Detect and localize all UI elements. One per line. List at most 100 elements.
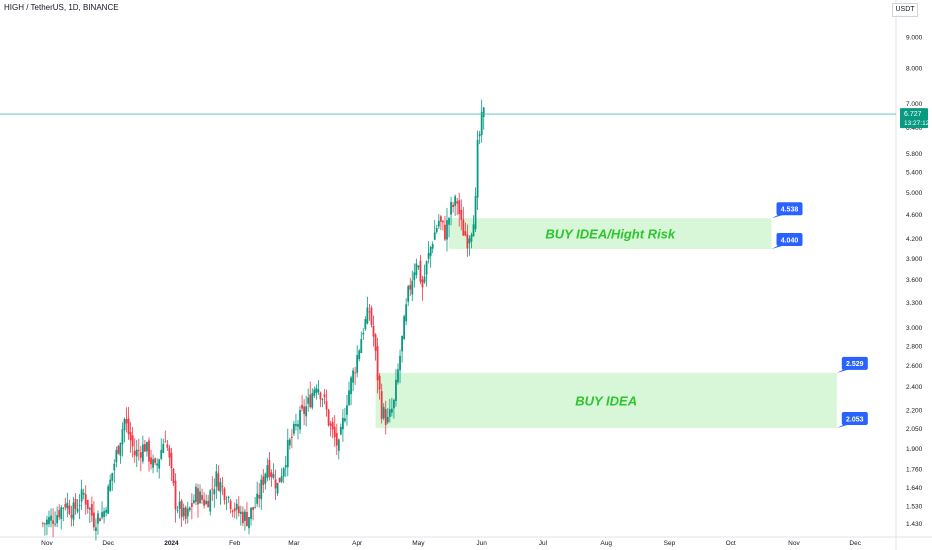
y-tick-label: 1.430 bbox=[906, 521, 923, 528]
x-tick-label: May bbox=[412, 540, 425, 547]
candle-body bbox=[239, 511, 242, 514]
candle-body bbox=[225, 502, 228, 504]
y-tick-label: 4.600 bbox=[906, 212, 923, 219]
candle-body bbox=[458, 200, 461, 214]
candle-body bbox=[248, 517, 250, 529]
candle-body bbox=[127, 418, 130, 435]
candle-body bbox=[380, 391, 383, 419]
candle-body bbox=[329, 423, 332, 426]
candle-body bbox=[441, 220, 444, 223]
candle-body bbox=[307, 397, 310, 404]
candle-body bbox=[321, 399, 324, 400]
candle-body bbox=[266, 465, 269, 479]
candle-body bbox=[319, 392, 322, 400]
candle-body bbox=[48, 517, 50, 525]
candle-body bbox=[44, 523, 46, 525]
candle-body bbox=[346, 405, 348, 415]
candle-body bbox=[272, 474, 275, 479]
candle-body bbox=[421, 279, 424, 288]
buy-zone-label: BUY IDEA bbox=[575, 393, 637, 408]
x-tick-label: Jun bbox=[476, 540, 487, 547]
candle-body bbox=[388, 409, 391, 417]
candle-body bbox=[376, 346, 379, 381]
price-callout[interactable] bbox=[776, 232, 803, 246]
candle-body bbox=[323, 394, 326, 398]
candle-body bbox=[150, 457, 152, 465]
candle-body bbox=[354, 372, 357, 374]
price-callout[interactable] bbox=[841, 356, 868, 370]
candle-body bbox=[468, 238, 471, 244]
candle-body bbox=[88, 508, 91, 510]
candle-body bbox=[246, 512, 248, 526]
price-callout-label: 4.040 bbox=[781, 237, 799, 244]
candle-body bbox=[213, 489, 216, 495]
x-tick-label: Nov bbox=[788, 540, 800, 547]
candle-body bbox=[482, 107, 485, 117]
candle-body bbox=[190, 503, 193, 507]
candle-body bbox=[317, 389, 320, 393]
candle-body bbox=[423, 276, 426, 283]
candle-body bbox=[429, 247, 432, 256]
candle-body bbox=[476, 139, 479, 198]
candle-body bbox=[92, 512, 95, 528]
candle-body bbox=[241, 511, 244, 523]
candle-body bbox=[168, 447, 171, 458]
candle-body bbox=[470, 234, 473, 242]
candle-body bbox=[188, 507, 191, 510]
y-tick-label: 2.200 bbox=[906, 407, 923, 414]
x-tick-label: Jul bbox=[539, 540, 548, 547]
x-tick-label: Aug bbox=[600, 540, 612, 547]
candle-body bbox=[339, 426, 342, 435]
candle-body bbox=[368, 311, 371, 313]
candle-body bbox=[203, 499, 206, 506]
candle-body bbox=[107, 486, 110, 514]
candle-body bbox=[111, 472, 114, 481]
candle-body bbox=[192, 500, 195, 503]
candle-body bbox=[139, 452, 142, 458]
candle-body bbox=[305, 406, 308, 417]
candle-body bbox=[415, 263, 418, 276]
candle-body bbox=[262, 476, 265, 486]
candle-body bbox=[66, 502, 69, 509]
candle-body bbox=[84, 494, 87, 505]
currency-unit-button[interactable]: USDT bbox=[892, 3, 918, 17]
candle-body bbox=[231, 510, 234, 512]
candle-body bbox=[374, 334, 377, 351]
buy-zone-1[interactable] bbox=[449, 218, 772, 249]
candle-body bbox=[366, 307, 369, 324]
candle-body bbox=[286, 440, 289, 468]
candle-body bbox=[333, 426, 336, 438]
candle-body bbox=[195, 486, 197, 502]
candle-body bbox=[60, 507, 63, 519]
x-tick-label: Sep bbox=[664, 540, 676, 547]
price-callout[interactable] bbox=[776, 202, 803, 216]
y-tick-label: 1.640 bbox=[906, 485, 923, 492]
current-price-tag bbox=[900, 108, 928, 129]
candle-body bbox=[462, 219, 465, 236]
candle-body bbox=[358, 350, 361, 360]
candle-body bbox=[282, 468, 285, 477]
candle-body bbox=[174, 480, 177, 510]
price-callout[interactable] bbox=[841, 412, 868, 426]
candle-body bbox=[141, 444, 144, 462]
candle-body bbox=[276, 482, 279, 494]
candle-body bbox=[372, 325, 375, 337]
y-tick-label: 5.000 bbox=[906, 190, 923, 197]
y-tick-label: 5.800 bbox=[906, 151, 923, 158]
candle-body bbox=[360, 339, 363, 354]
candle-body bbox=[413, 272, 416, 281]
candle-body bbox=[227, 496, 230, 498]
candle-body bbox=[284, 465, 287, 468]
candle-body bbox=[386, 416, 389, 423]
candle-body bbox=[207, 500, 210, 508]
buy-zone-2[interactable] bbox=[375, 372, 837, 429]
candle-body bbox=[219, 481, 222, 492]
candle-body bbox=[260, 479, 263, 500]
candle-body bbox=[439, 216, 442, 222]
candle-body bbox=[64, 504, 67, 508]
y-tick-label: 1.530 bbox=[906, 503, 923, 510]
candle-body bbox=[95, 527, 97, 531]
current-price-value: 6.727 bbox=[904, 111, 922, 118]
candle-body bbox=[280, 476, 283, 482]
